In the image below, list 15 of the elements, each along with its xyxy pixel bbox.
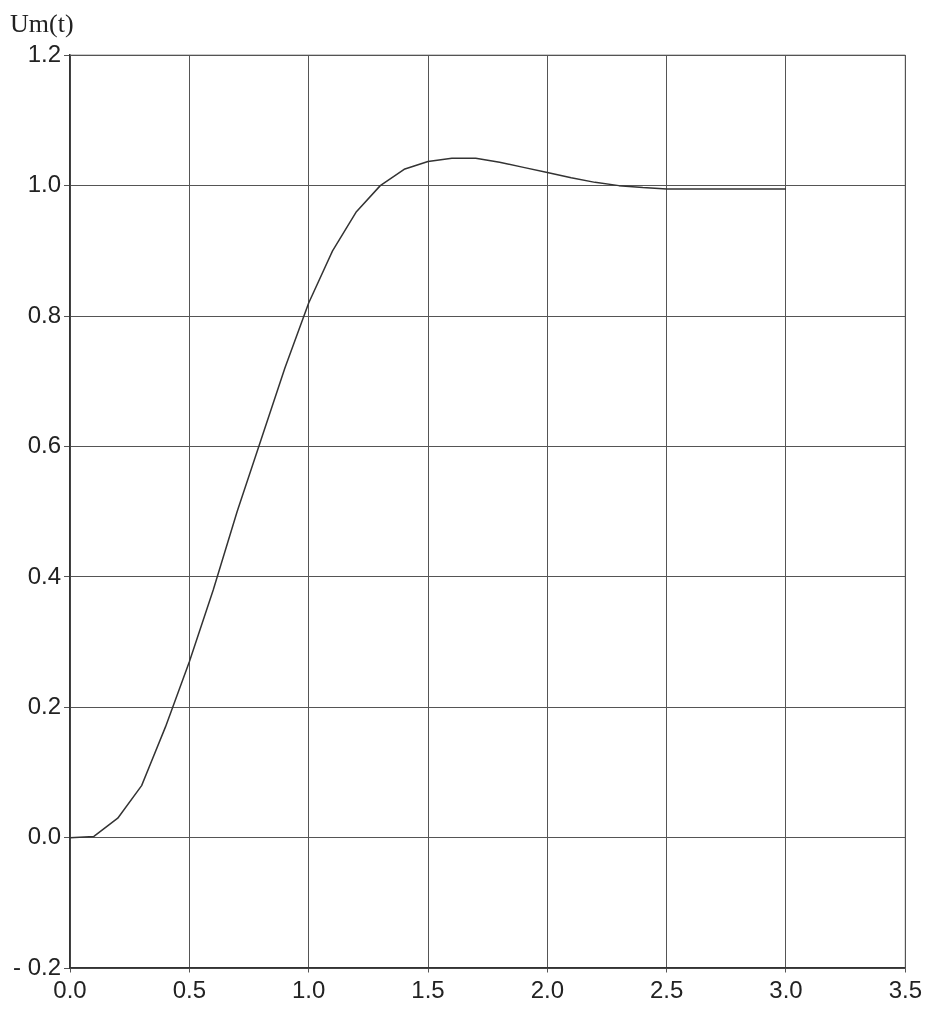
chart-title: Um(t)	[10, 9, 74, 39]
y-tick-label: 1.0	[27, 170, 62, 198]
x-tick-label: 3.0	[769, 976, 803, 1004]
y-tick-label: 0.2	[27, 691, 62, 719]
x-tick-label: 1.5	[411, 976, 445, 1004]
x-tick-label: 3.5	[888, 976, 923, 1004]
y-tick-label: 0.0	[27, 822, 62, 850]
x-tick-label: 1.0	[291, 976, 326, 1004]
y-tick-label: 0.4	[27, 561, 62, 589]
y-tick-label: 0.6	[27, 431, 62, 459]
x-tick-label: 2.0	[530, 976, 565, 1004]
x-tick-label: 0.5	[172, 976, 207, 1004]
x-tick-label: 2.5	[649, 976, 684, 1004]
y-tick-label: 1.2	[27, 39, 62, 67]
y-tick-label: 0.8	[27, 300, 62, 328]
